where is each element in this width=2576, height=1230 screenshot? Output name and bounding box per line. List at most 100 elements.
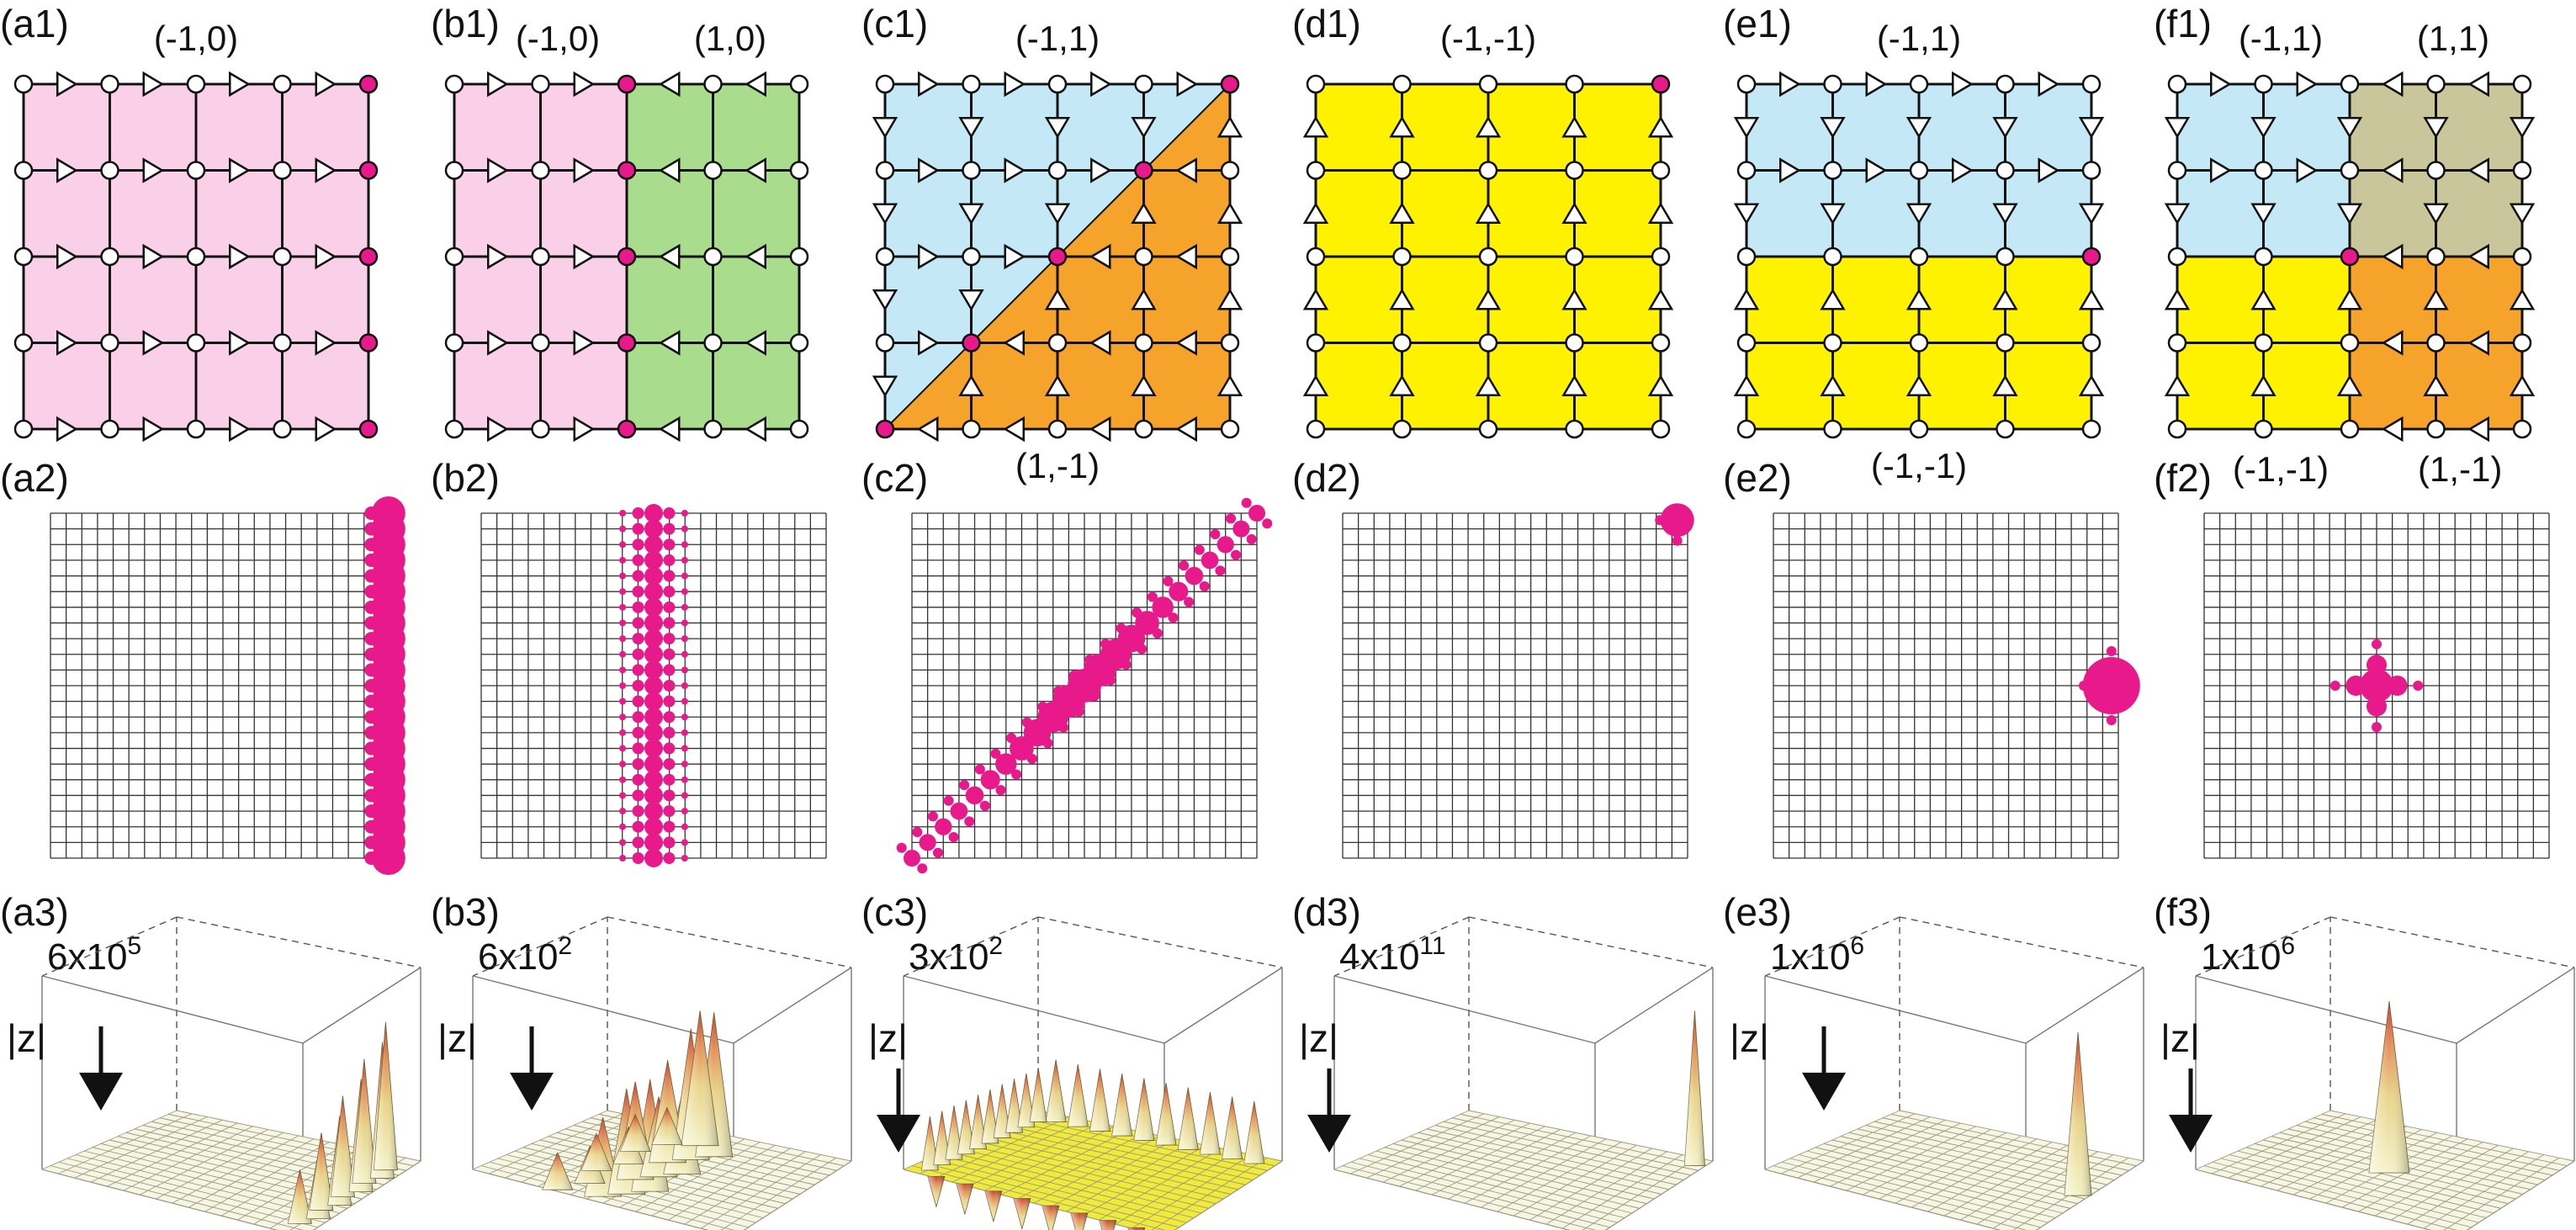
boundary-node: [875, 419, 895, 439]
surface-peaks: [1684, 1010, 1705, 1166]
mesh-line: [684, 1151, 806, 1225]
mesh-line: [1434, 1125, 1684, 1180]
boundary-node: [1651, 74, 1671, 94]
boundary-node: [617, 333, 637, 353]
flow-arrows: [1733, 71, 2105, 396]
flow-arrow: [573, 330, 596, 356]
magnitude-mantissa: 6x10: [478, 936, 558, 978]
flow-arrow: [56, 157, 78, 183]
lattice-nodes: [444, 74, 809, 439]
mode-marker: [632, 633, 644, 645]
mode-marker: [681, 650, 688, 658]
mesh-line: [1943, 1144, 2068, 1217]
boundary-node: [617, 161, 637, 180]
column-f: (f1) (-1,1) (1,1) (-1,-1) (1,-1) (f2) (f3)1x10…: [2154, 2, 2575, 1230]
lattice-node: [1134, 333, 1153, 353]
lattice-node: [444, 333, 464, 353]
mode-marker: [2330, 681, 2340, 691]
flow-arrow: [315, 71, 337, 98]
mode-marker: [632, 601, 644, 613]
magnitude-label: 1x106: [2201, 932, 2295, 978]
mode-marker: [681, 666, 688, 674]
mesh-line: [995, 1128, 1246, 1185]
lattice-node: [1392, 419, 1412, 439]
mode-marker: [1163, 575, 1174, 586]
lattice-node: [186, 161, 206, 180]
mode-marker: [1037, 701, 1048, 712]
flow-arrow: [487, 416, 509, 443]
lattice-node: [2167, 74, 2187, 94]
lattice-node: [789, 247, 809, 267]
mode-grid: [2203, 512, 2550, 859]
down-arrow-icon: [877, 1115, 920, 1153]
mode-marker: [1089, 691, 1100, 702]
flow-arrow: [1475, 374, 1502, 396]
surface-peaks: [920, 1059, 1265, 1230]
down-arrow-icon: [1307, 1115, 1351, 1153]
surface-peak-shade: [1243, 1101, 1264, 1164]
flow-arrow: [142, 416, 165, 443]
lattice-node: [1392, 74, 1412, 94]
mode-marker: [364, 851, 379, 865]
panel-label: (b2): [431, 456, 500, 500]
mesh-line: [1960, 1148, 2083, 1221]
flow-arrow: [658, 243, 681, 270]
mode-marker: [917, 863, 928, 874]
mode-marker: [896, 842, 907, 853]
mode-marker: [2367, 655, 2387, 676]
flow-arrow: [2210, 71, 2232, 98]
mode-marker: [644, 519, 663, 538]
region-label: (1,-1): [2418, 449, 2502, 489]
flow-arrow: [1131, 288, 1157, 310]
flow-arrow: [573, 157, 596, 183]
mesh-line: [1513, 1144, 1637, 1217]
down-arrow-icon: [2169, 1115, 2213, 1153]
mode-marker: [632, 680, 644, 692]
lattice-node: [1996, 74, 2015, 94]
flow-arrow: [2423, 203, 2449, 225]
mesh-line: [1409, 1136, 1662, 1195]
lattice-node: [2081, 333, 2102, 353]
flow-arrow: [1992, 117, 2018, 139]
mode-marker: [681, 510, 688, 517]
mode-marker: [371, 841, 405, 875]
flow-arrow: [1820, 288, 1846, 310]
mode-marker: [959, 780, 970, 791]
z-axis-label: |z|: [437, 1016, 477, 1060]
mode-marker: [681, 603, 688, 611]
flow-arrow: [745, 416, 766, 443]
mode-marker: [632, 507, 644, 519]
flow-arrow: [918, 243, 940, 270]
flow-arrow: [229, 330, 251, 356]
magnitude-mantissa: 1x10: [1770, 936, 1850, 978]
mesh-line: [2466, 1160, 2575, 1230]
lattice-node: [1823, 419, 1842, 439]
magnitude-exponent: 6: [2281, 932, 2295, 960]
boundary-node: [617, 247, 637, 267]
surface-peak-shade: [542, 1153, 573, 1190]
mesh-line: [1401, 1139, 1655, 1200]
flow-arrow: [2336, 203, 2363, 225]
mode-marker: [1058, 722, 1069, 733]
surface-peak-shade: [331, 1095, 355, 1197]
lattice-node: [1823, 74, 1842, 94]
mode-marker: [663, 538, 676, 551]
mode-marker: [364, 553, 379, 567]
flow-arrow: [658, 157, 681, 183]
surface-peak-shade: [946, 1105, 963, 1160]
mode-marker: [364, 835, 379, 850]
panel-label: (e1): [1723, 2, 1792, 45]
lattice-node: [2167, 161, 2187, 180]
region-label: (-1,-1): [1871, 446, 1967, 485]
flow-arrow: [56, 243, 78, 270]
flow-arrow: [1561, 374, 1587, 396]
column-e: (e1) (-1,1)(-1,-1)(e2)(e3)1x106|z|: [1723, 2, 2144, 1230]
mode-marker: [2372, 639, 2382, 649]
box-edge: [1899, 916, 2144, 968]
mode-marker: [632, 664, 644, 676]
flow-arrow: [1131, 117, 1157, 139]
mode-marker: [364, 569, 379, 583]
mesh-line: [2407, 1151, 2529, 1225]
mesh-line: [1857, 1128, 2107, 1185]
mesh-line: [2296, 1125, 2546, 1180]
